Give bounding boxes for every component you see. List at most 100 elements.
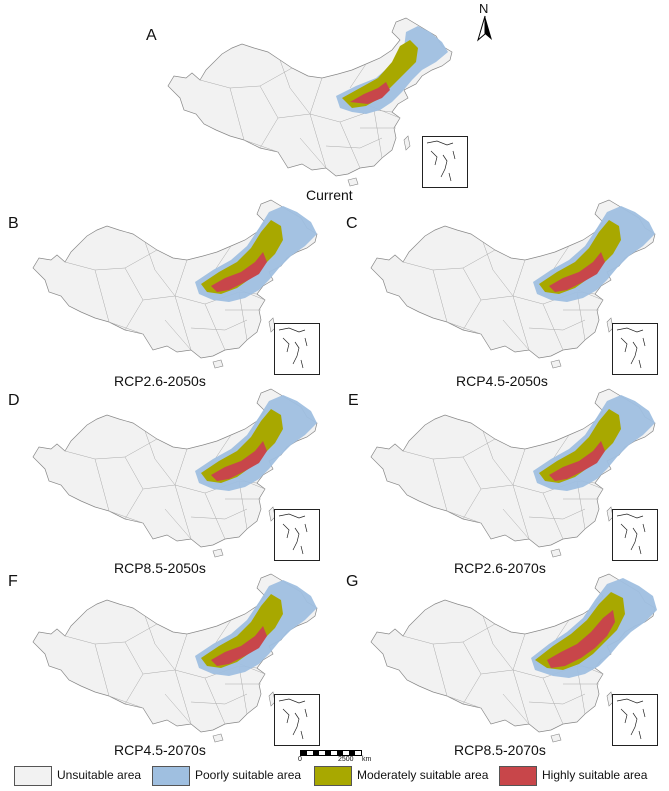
map-panel-e: E RCP2.6-2070s <box>338 388 658 583</box>
province-boundary <box>214 245 232 271</box>
highly-suitable-zone <box>350 82 390 104</box>
map-panel-f: F RCP4.5-2070s <box>0 574 320 764</box>
legend-swatch <box>499 766 537 786</box>
moderately-suitable-zone <box>342 40 418 108</box>
country-outline <box>167 17 453 177</box>
moderately-suitable-zone <box>201 409 283 483</box>
province-boundary <box>446 695 482 709</box>
province-boundary <box>325 137 383 149</box>
province-boundary <box>238 480 248 530</box>
highly-suitable-zone <box>211 626 267 666</box>
province-boundary <box>552 434 570 460</box>
province-boundary <box>174 669 192 725</box>
highly-suitable-zone <box>549 252 605 292</box>
inset-islands <box>616 327 646 369</box>
inset-map <box>278 327 308 369</box>
scale-bar: 0 2500 km <box>298 749 372 765</box>
province-boundary <box>446 321 482 335</box>
north-arrow: N <box>472 2 498 42</box>
legend-label: Moderately suitable area <box>357 768 489 782</box>
province-boundary <box>144 430 176 486</box>
panel-caption: RCP4.5-2070s <box>114 742 206 758</box>
province-boundary <box>432 458 448 512</box>
map-panel-g: G RCP8.5-2070s <box>338 574 658 764</box>
province-boundary <box>373 109 383 159</box>
legend-swatch <box>314 766 352 786</box>
inset-islands <box>426 140 456 182</box>
province-boundary <box>94 458 110 512</box>
scale-bar-start: 0 <box>298 756 302 763</box>
panel-caption: RCP2.6-2050s <box>114 373 206 389</box>
highly-suitable-zone <box>211 252 267 292</box>
legend-swatch <box>152 766 190 786</box>
china-map <box>32 199 318 369</box>
panel-letter: A <box>146 27 157 44</box>
panel-caption: Current <box>306 187 353 203</box>
province-boundary <box>243 139 279 153</box>
legend-label: Highly suitable area <box>542 768 648 782</box>
south-china-sea-inset <box>612 694 658 746</box>
map-panel-b: B RCP2.6-2050s <box>0 199 320 398</box>
province-boundary <box>482 615 514 671</box>
island-taiwan <box>403 135 411 151</box>
panel-letter: C <box>346 215 358 232</box>
province-boundary <box>402 249 496 271</box>
province-boundary <box>502 693 530 725</box>
inset-islands <box>278 513 308 555</box>
scale-bar-unit: km <box>362 756 372 763</box>
highly-suitable-zone <box>211 441 267 481</box>
province-boundary <box>552 245 570 271</box>
province-boundary <box>576 480 586 530</box>
panel-caption: RCP4.5-2050s <box>456 373 548 389</box>
moderately-suitable-zone <box>535 592 625 670</box>
china-map <box>370 199 656 369</box>
province-boundary <box>502 319 530 351</box>
province-boundary <box>528 693 586 705</box>
province-boundary <box>64 249 158 271</box>
legend: Unsuitable area Poorly suitable area Mod… <box>14 764 659 788</box>
province-boundary <box>108 695 144 709</box>
province-boundary <box>432 269 448 323</box>
province-boundary <box>512 295 530 351</box>
province-boundary <box>64 438 158 460</box>
island-hainan <box>550 733 562 743</box>
moderately-suitable-zone <box>201 594 283 668</box>
province-boundary <box>512 669 530 725</box>
china-map <box>32 573 318 743</box>
province-boundary <box>164 319 192 351</box>
panel-letter: B <box>8 215 19 232</box>
south-china-sea-inset <box>612 323 658 375</box>
inset-islands <box>616 698 646 740</box>
province-boundary <box>229 87 245 141</box>
province-boundary <box>144 241 176 297</box>
inset-map <box>278 698 308 740</box>
map-panel-c: C RCP4.5-2050s <box>338 199 658 398</box>
province-boundary <box>108 510 144 524</box>
province-boundary <box>402 438 496 460</box>
inset-map <box>616 513 646 555</box>
province-boundary <box>94 269 110 323</box>
map-panel-a: A Current <box>140 17 468 208</box>
legend-label: Poorly suitable area <box>195 768 302 782</box>
province-boundary <box>214 619 232 645</box>
province-boundary <box>502 508 530 540</box>
inset-map <box>616 327 646 369</box>
highly-suitable-zone <box>549 441 605 481</box>
province-boundary <box>190 693 248 705</box>
province-boundary <box>576 291 586 341</box>
panel-letter: E <box>348 392 359 409</box>
inset-islands <box>278 698 308 740</box>
moderately-suitable-zone <box>539 409 621 483</box>
island-hainan <box>212 733 224 743</box>
island-hainan <box>550 359 562 369</box>
china-map <box>32 388 318 558</box>
island-hainan <box>212 548 224 558</box>
province-boundary <box>309 113 327 169</box>
island-hainan <box>550 548 562 558</box>
province-boundary <box>528 508 586 520</box>
province-boundary <box>512 484 530 540</box>
province-boundary <box>349 63 367 89</box>
province-boundary <box>144 615 176 671</box>
province-boundary <box>482 241 514 297</box>
province-boundary <box>164 693 192 725</box>
